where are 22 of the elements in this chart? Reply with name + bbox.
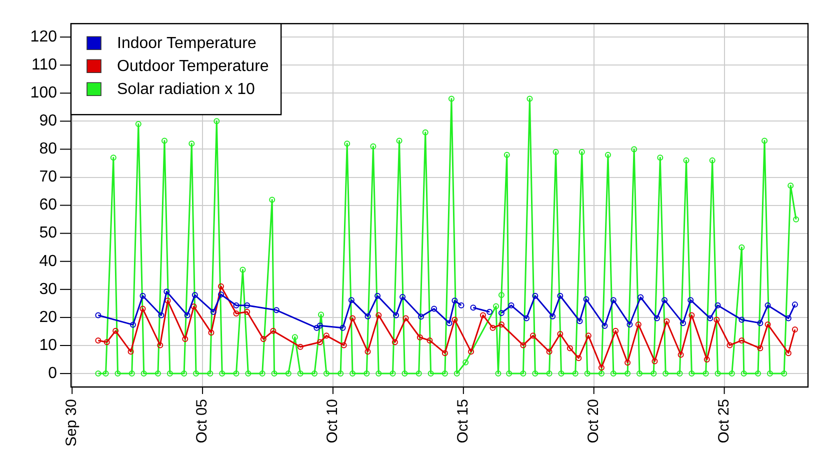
y-tick-label: 110 — [31, 56, 58, 74]
legend-label: Outdoor Temperature — [117, 58, 269, 76]
y-tick-label: 60 — [39, 196, 58, 214]
x-tick-label: Oct 10 — [324, 399, 342, 444]
y-tick-label: 80 — [39, 140, 58, 158]
y-tick-label: 40 — [39, 252, 58, 270]
y-tick-label: 90 — [39, 112, 58, 130]
y-tick-label: 0 — [48, 364, 58, 382]
y-tick-label: 50 — [39, 224, 58, 242]
x-tick-label: Sep 30 — [63, 399, 80, 447]
y-tick-label: 30 — [39, 280, 58, 298]
legend-label: Indoor Temperature — [117, 35, 256, 52]
legend-label: Solar radiation x 10 — [117, 81, 255, 98]
y-tick-label: 100 — [30, 84, 58, 102]
y-tick-label: 10 — [39, 336, 58, 354]
x-tick-label: Oct 20 — [585, 399, 602, 444]
y-tick-label: 70 — [39, 168, 58, 186]
x-tick-label: Oct 05 — [194, 399, 211, 444]
x-tick-label: Oct 15 — [454, 399, 472, 444]
x-tick-label: Oct 25 — [715, 399, 732, 444]
y-tick-label: 20 — [39, 308, 58, 326]
y-tick-label: 120 — [30, 28, 58, 46]
